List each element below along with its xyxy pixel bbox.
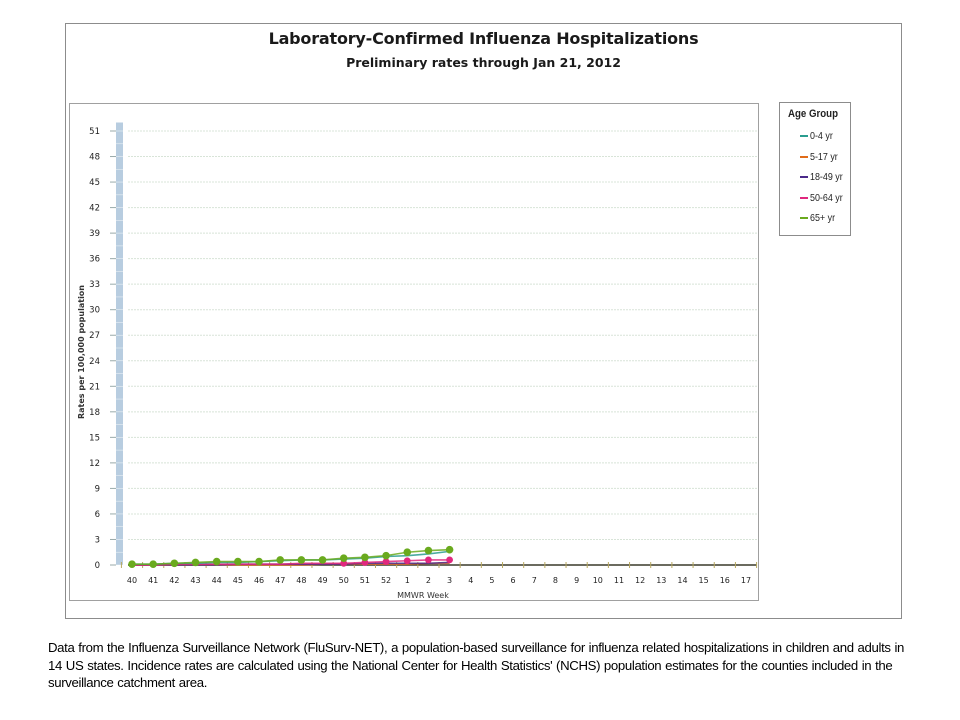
legend-title: Age Group (788, 108, 839, 120)
legend-swatch-icon (800, 176, 808, 178)
legend-label: 50-64 yr (810, 192, 843, 204)
chart-title: Laboratory-Confirmed Influenza Hospitali… (268, 29, 699, 48)
legend-item-0-4[interactable]: 0-4 yr (800, 129, 837, 143)
legend-swatch-icon (800, 197, 808, 199)
data-source-caption: Data from the Influenza Surveillance Net… (48, 640, 905, 690)
legend-item-50-64[interactable]: 50-64 yr (800, 191, 849, 205)
legend-item-5-17[interactable]: 5-17 yr (800, 150, 843, 164)
legend-label: 18-49 yr (810, 171, 843, 183)
plot-area-frame (69, 103, 759, 601)
legend-item-65-plus[interactable]: 65+ yr (800, 211, 839, 225)
chart-frame: Laboratory-Confirmed Influenza Hospitali… (65, 23, 902, 619)
legend-label: 65+ yr (810, 212, 836, 224)
legend-swatch-icon (800, 217, 808, 219)
legend-label: 5-17 yr (810, 151, 838, 163)
legend-label: 0-4 yr (810, 130, 833, 142)
legend-item-18-49[interactable]: 18-49 yr (800, 170, 849, 184)
legend-swatch-icon (800, 156, 808, 158)
legend-swatch-icon (800, 135, 808, 137)
legend: Age Group 0-4 yr 5-17 yr 18-49 yr 50-64 … (779, 102, 851, 236)
chart-subtitle: Preliminary rates through Jan 21, 2012 (346, 55, 621, 70)
